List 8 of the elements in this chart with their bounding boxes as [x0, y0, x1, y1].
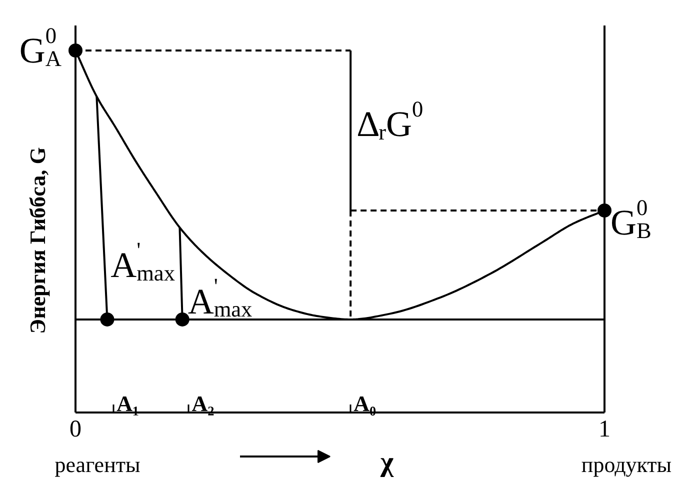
x-axis-title: χ: [380, 447, 395, 478]
text: продукты: [581, 452, 672, 477]
x-tick-label: 1: [598, 416, 610, 442]
annotation: A₁: [116, 391, 140, 416]
text: реагенты: [54, 452, 140, 477]
annotation: A₂: [192, 391, 215, 416]
y-axis-title: Энергия Гиббса, G: [25, 147, 50, 334]
x-tick-label: 0: [70, 416, 82, 442]
